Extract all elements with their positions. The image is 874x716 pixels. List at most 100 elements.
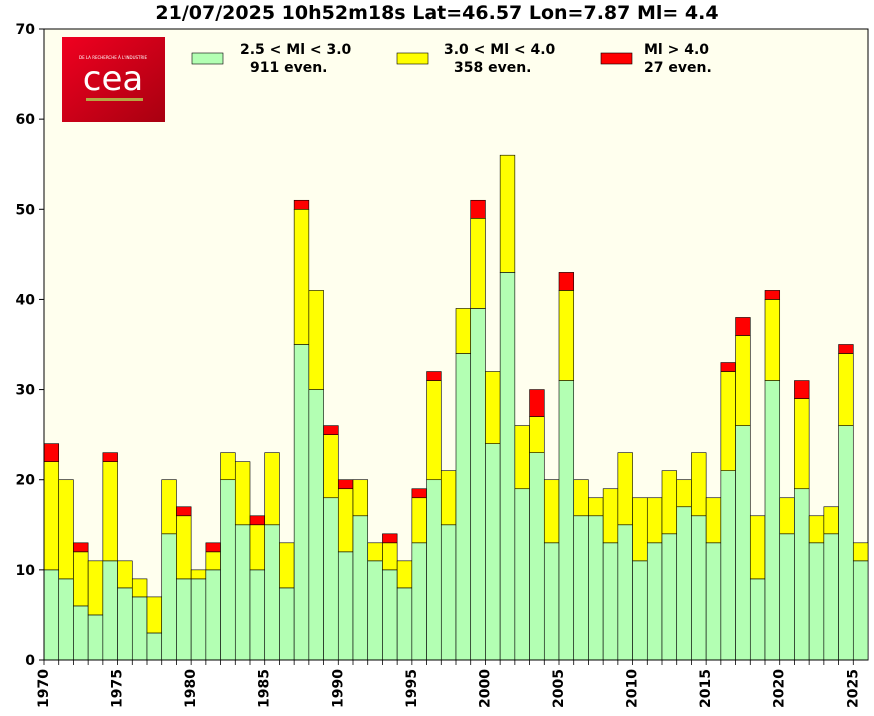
bar-1988-series-0 xyxy=(308,389,324,661)
bar-2005-series-2 xyxy=(558,272,575,291)
bar-2023-series-1 xyxy=(823,506,839,535)
x-tick-label-1995: 1995 xyxy=(404,669,420,708)
chart-title: 21/07/2025 10h52m18s Lat=46.57 Lon=7.87 … xyxy=(155,2,719,24)
bar-1992-series-0 xyxy=(367,560,383,661)
logo-underline xyxy=(86,98,143,101)
bar-2001-series-1 xyxy=(499,154,516,273)
bar-1987-series-0 xyxy=(293,344,310,661)
legend-label-0: 2.5 < Ml < 3.0 xyxy=(240,42,352,58)
bar-1999-series-2 xyxy=(470,199,486,219)
bar-1989-series-1 xyxy=(323,434,339,499)
bar-1979-series-0 xyxy=(176,578,192,661)
bar-2021-series-1 xyxy=(794,398,810,490)
legend-swatch-1 xyxy=(396,52,429,65)
bar-1986-series-1 xyxy=(279,542,295,589)
bar-2006-series-0 xyxy=(573,515,589,661)
bar-2013-series-1 xyxy=(676,479,692,508)
bar-1970-series-1 xyxy=(43,461,60,571)
bar-1974-series-1 xyxy=(102,461,118,562)
bar-2018-series-0 xyxy=(749,578,766,661)
bar-2019-series-1 xyxy=(764,299,781,381)
bar-1993-series-2 xyxy=(382,533,398,544)
bar-1975-series-0 xyxy=(117,587,133,661)
x-tick-label-1970: 1970 xyxy=(36,669,52,708)
bar-1991-series-1 xyxy=(352,479,369,517)
x-tick-label-2005: 2005 xyxy=(551,669,567,708)
bar-2009-series-0 xyxy=(617,524,633,661)
bar-1994-series-1 xyxy=(396,560,413,589)
bar-1975-series-1 xyxy=(117,560,133,589)
bar-1985-series-0 xyxy=(264,524,280,661)
bar-1977-series-0 xyxy=(146,632,163,661)
bar-1999-series-0 xyxy=(470,308,486,661)
x-tick-label-2000: 2000 xyxy=(477,669,493,708)
bar-1974-series-2 xyxy=(102,452,118,462)
bar-1971-series-0 xyxy=(58,578,74,661)
bar-1997-series-1 xyxy=(440,470,457,526)
legend-count-1: 358 even. xyxy=(454,60,532,76)
bar-1987-series-1 xyxy=(293,208,310,345)
legend: 2.5 < Ml < 3.0 911 even. 3.0 < Ml < 4.0 358… xyxy=(191,42,712,76)
bar-2007-series-1 xyxy=(588,497,604,517)
legend-swatch-2 xyxy=(600,52,633,65)
bar-1997-series-0 xyxy=(440,524,457,661)
bar-2020-series-1 xyxy=(779,497,795,535)
legend-label-2: Ml > 4.0 xyxy=(644,42,709,58)
bar-2009-series-1 xyxy=(617,452,633,526)
y-tick-label-40: 40 xyxy=(16,292,36,308)
bar-1972-series-0 xyxy=(73,605,89,661)
bar-2023-series-0 xyxy=(823,533,839,661)
bar-1970-series-2 xyxy=(43,443,60,462)
bar-2017-series-1 xyxy=(735,335,751,426)
bar-2007-series-0 xyxy=(588,515,604,661)
bar-2008-series-1 xyxy=(602,488,619,544)
bar-1983-series-1 xyxy=(234,461,251,526)
bar-2020-series-0 xyxy=(779,533,795,661)
bar-2018-series-1 xyxy=(749,515,766,580)
bar-1991-series-0 xyxy=(352,515,369,661)
bar-1996-series-1 xyxy=(426,380,442,481)
bar-1978-series-1 xyxy=(161,479,177,535)
bar-1998-series-0 xyxy=(455,353,472,661)
bar-2011-series-1 xyxy=(646,497,663,544)
bar-1973-series-0 xyxy=(87,614,104,661)
bar-2017-series-0 xyxy=(735,425,751,661)
bar-1976-series-1 xyxy=(131,578,148,598)
bar-2013-series-0 xyxy=(676,506,692,661)
bar-1994-series-0 xyxy=(396,587,413,661)
bar-2017-series-2 xyxy=(735,317,751,336)
bar-2010-series-0 xyxy=(632,560,648,661)
bar-2016-series-2 xyxy=(720,362,736,372)
x-tick-label-2015: 2015 xyxy=(698,669,714,708)
bar-1990-series-2 xyxy=(337,479,354,490)
bar-2004-series-1 xyxy=(543,479,560,544)
y-tick-label-30: 30 xyxy=(16,383,36,399)
x-tick-label-1975: 1975 xyxy=(110,669,126,708)
bars-group xyxy=(43,154,869,661)
bar-1973-series-1 xyxy=(87,560,104,616)
legend-count-2: 27 even. xyxy=(644,60,712,76)
bar-2021-series-0 xyxy=(794,488,810,661)
bar-1990-series-0 xyxy=(337,551,354,661)
bar-1976-series-0 xyxy=(131,596,148,661)
x-tick-label-2010: 2010 xyxy=(625,669,641,708)
bar-2010-series-1 xyxy=(632,497,648,562)
bar-2012-series-0 xyxy=(661,533,678,661)
bar-2021-series-2 xyxy=(794,380,810,399)
bar-2003-series-0 xyxy=(529,452,545,661)
bar-2008-series-0 xyxy=(602,542,619,661)
bar-2003-series-1 xyxy=(529,416,545,453)
bar-1996-series-0 xyxy=(426,479,442,661)
bar-1979-series-1 xyxy=(176,515,192,580)
bar-2004-series-0 xyxy=(543,542,560,661)
bar-1974-series-0 xyxy=(102,560,118,661)
bar-2024-series-2 xyxy=(838,344,854,354)
bar-2022-series-1 xyxy=(808,515,825,544)
bar-1990-series-1 xyxy=(337,488,354,553)
bar-2015-series-1 xyxy=(705,497,722,544)
x-tick-label-2025: 2025 xyxy=(845,669,861,708)
bar-1972-series-1 xyxy=(73,551,89,607)
legend-label-1: 3.0 < Ml < 4.0 xyxy=(444,42,556,58)
